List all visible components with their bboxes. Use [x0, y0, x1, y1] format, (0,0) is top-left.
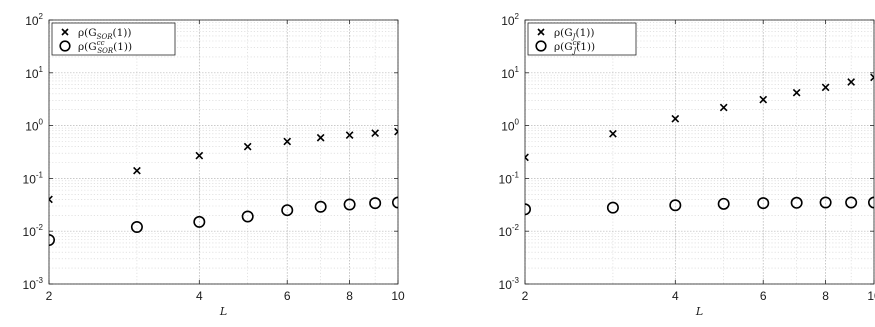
y-tick-label: 10-3	[23, 276, 44, 292]
data-point-x	[671, 114, 680, 123]
data-point-circle	[819, 196, 832, 209]
legend-marker-x	[537, 28, 545, 36]
y-tick-label: 102	[25, 12, 43, 28]
data-point-x	[345, 131, 354, 139]
legend: ρ(GSOR(1))ρ(Gcc SOR(1))	[51, 22, 176, 56]
axes-box	[48, 19, 399, 285]
x-tick-label: 4	[196, 289, 203, 303]
y-tick-label: 10-1	[499, 170, 520, 186]
legend-label: ρ(GSOR(1))	[78, 27, 131, 41]
data-point-circle	[790, 196, 803, 209]
plot-area	[525, 20, 874, 284]
legend-marker-x	[61, 28, 69, 36]
data-layer	[49, 127, 398, 247]
y-tick-label: 10-1	[23, 170, 44, 186]
data-point-circle	[669, 199, 682, 212]
series-1	[525, 73, 874, 162]
data-point-circle	[868, 196, 874, 209]
y-tick-label: 102	[501, 12, 519, 28]
x-tick-label: 6	[760, 289, 767, 303]
x-tick-label: 2	[46, 289, 53, 303]
y-tick-label: 101	[25, 65, 43, 81]
data-point-circle	[281, 204, 294, 217]
data-point-circle	[369, 197, 382, 210]
x-tick-label: 2	[522, 289, 529, 303]
data-point-circle	[845, 196, 858, 209]
data-point-x	[49, 195, 53, 204]
plot-area	[49, 20, 398, 284]
chart-panel-2: 10-3 10-2 10-1 100 101 102 2 4 6 8 10 Lρ(GJ(1))ρ(Gc…	[499, 12, 875, 318]
chart-panel-1: 10-3 10-2 10-1 100 101 102 2 4 6 8 10 Lρ(GSOR(1))ρ(…	[23, 12, 405, 318]
data-layer	[525, 73, 874, 216]
data-point-circle	[757, 197, 770, 210]
data-point-x	[870, 73, 874, 82]
data-point-x	[283, 137, 292, 146]
x-tick-label: 8	[346, 289, 353, 303]
legend-label: ρ(GJ(1))	[554, 27, 594, 41]
x-axis-label: L	[219, 305, 227, 318]
data-point-x	[394, 127, 398, 136]
data-point-x	[133, 166, 141, 175]
x-tick-label: 4	[672, 289, 679, 303]
x-tick-label: 8	[822, 289, 829, 303]
series-2	[49, 196, 398, 247]
legend-box	[51, 22, 176, 56]
data-point-circle	[49, 234, 55, 247]
axes-box	[524, 19, 875, 285]
data-point-x	[821, 83, 830, 92]
y-tick-label: 100	[501, 118, 519, 134]
data-point-circle	[392, 196, 398, 209]
y-tick-label: 10-2	[499, 223, 520, 239]
legend-label: ρ(Gcc SOR(1))	[78, 39, 132, 55]
legend-box	[527, 22, 637, 56]
data-point-x	[847, 78, 856, 86]
series-2	[525, 196, 874, 216]
data-point-x	[316, 133, 325, 142]
y-tick-label: 101	[501, 65, 519, 81]
y-tick-label: 10-3	[499, 276, 520, 292]
data-point-circle	[606, 201, 619, 214]
data-point-x	[759, 95, 768, 104]
x-tick-label: 6	[284, 289, 291, 303]
data-point-x	[792, 88, 801, 97]
data-point-circle	[717, 197, 730, 210]
data-point-x	[719, 103, 728, 112]
data-point-x	[243, 142, 252, 151]
data-point-circle	[193, 215, 206, 228]
data-point-circle	[314, 200, 327, 213]
legend: ρ(GJ(1))ρ(Gcc J(1))	[527, 22, 637, 56]
data-point-x	[609, 129, 617, 138]
data-point-circle	[343, 198, 356, 211]
data-point-circle	[241, 210, 254, 223]
legend-marker-circle	[59, 40, 71, 52]
x-tick-label: 10	[867, 289, 875, 303]
y-tick-label: 100	[25, 118, 43, 134]
legend-label: ρ(Gcc J(1))	[554, 39, 595, 55]
data-point-circle	[525, 203, 531, 216]
x-tick-label: 10	[391, 289, 405, 303]
data-point-x	[371, 129, 380, 137]
x-axis-label: L	[695, 305, 703, 318]
legend-marker-circle	[535, 40, 547, 52]
y-tick-label: 10-2	[23, 223, 44, 239]
data-point-circle	[130, 221, 143, 234]
series-1	[49, 127, 398, 204]
data-point-x	[195, 151, 204, 160]
data-point-x	[525, 153, 529, 162]
